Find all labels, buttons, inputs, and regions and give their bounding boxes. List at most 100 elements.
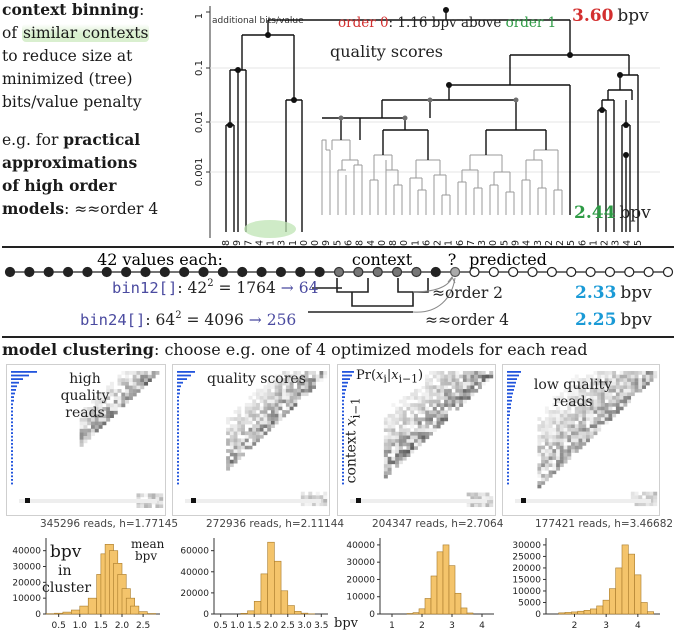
- hist-bar: [54, 612, 64, 615]
- leaf-label: 26: [343, 240, 354, 248]
- heatmap-1: [11, 371, 164, 508]
- panel1-label: high quality reads: [60, 371, 110, 421]
- panel3-label: Pr(xi|xi−1): [354, 368, 426, 386]
- histogram-2: 0.5 1.0 1.5 2.0 2.5 3.0 3.5 0 20000 40000 60000: [180, 538, 328, 631]
- order4-label: ≈≈order 4: [425, 311, 509, 329]
- hist-bar: [240, 613, 248, 615]
- marker-square: [521, 498, 526, 503]
- y-tick: 0: [369, 610, 375, 620]
- marker-square: [25, 498, 30, 503]
- leaf-label: 16: [455, 240, 466, 248]
- sequence-dot: [643, 266, 654, 278]
- sequence-dot: [4, 266, 16, 278]
- context-sequence: 42 values each: context ? predicted bin1…: [4, 250, 674, 330]
- histogram-3: 1 2 3 4 0 10000 20000 30000 40000: [346, 538, 494, 631]
- x-tick: 0.5: [52, 621, 66, 631]
- hist-bar: [442, 544, 450, 615]
- x-tick: 2: [572, 621, 578, 631]
- leaf-label: 21: [410, 240, 421, 248]
- hist-bar: [406, 613, 414, 615]
- leaf-label: 6: [421, 240, 432, 246]
- hist-bar: [418, 608, 426, 615]
- hist-bar: [564, 612, 572, 615]
- heatmap-3: [342, 371, 494, 508]
- hist-bar: [294, 611, 302, 615]
- hist-bar: [640, 602, 648, 615]
- leaf-label: 3: [277, 240, 288, 246]
- heatmap-panel-3: Pr(xi|xi−1) context xi−1: [337, 364, 496, 516]
- y-tick: 20000: [512, 564, 541, 574]
- hist-bar: [267, 541, 275, 615]
- leaf-label: 4: [254, 240, 265, 246]
- hist-bar: [436, 551, 444, 615]
- sequence-dot: [101, 266, 112, 278]
- leaf-label: 34: [622, 240, 633, 248]
- leaf-label: 39: [232, 240, 243, 248]
- hist-bar: [466, 612, 474, 615]
- y-tick: 40000: [346, 541, 375, 551]
- leaf-label: 14: [522, 240, 533, 248]
- y-tick: 25000: [512, 552, 541, 562]
- order2-bpv: 2.33 bpv: [575, 283, 652, 303]
- heatmap-panel-1: high quality reads: [6, 364, 166, 516]
- hist-bar: [79, 605, 89, 615]
- clustering-heading: model clustering: choose e.g. one of 4 o…: [2, 340, 588, 359]
- sequence-dot: [624, 266, 635, 278]
- values-label: 42 values each:: [97, 250, 223, 269]
- x-tick: 1.0: [73, 621, 88, 631]
- x-tick: 4: [479, 621, 485, 631]
- hist-bar: [596, 605, 604, 615]
- sequence-dot: [43, 266, 54, 278]
- sequence-dot: [82, 266, 93, 278]
- panel2-label: quality scores: [207, 371, 306, 387]
- y-tick: 30000: [12, 563, 41, 573]
- context-label: context: [352, 250, 413, 269]
- x-tick: 2.0: [264, 621, 279, 631]
- y-tick: 10000: [12, 594, 41, 604]
- x-tick: 1.5: [247, 621, 261, 631]
- sequence-dot: [391, 266, 403, 278]
- x-tick: 2.0: [115, 621, 130, 631]
- sequence-dot: [450, 266, 461, 278]
- sequence-dot: [508, 266, 519, 278]
- stat-1: 345296 reads, h=1.77145: [40, 518, 179, 530]
- heatmap-panel-4: low quality reads: [502, 364, 660, 516]
- leaf-label: 18: [388, 240, 399, 248]
- sequence-dot: [662, 266, 674, 278]
- sequence-dot: [372, 266, 383, 278]
- y-tick: 30000: [512, 541, 541, 551]
- hist-bar: [558, 612, 566, 615]
- order4-bpv: 2.25 bpv: [575, 310, 652, 330]
- leaf-label: 12: [433, 240, 444, 248]
- leaf-label: 5: [633, 240, 644, 246]
- x-tick: 3: [603, 621, 609, 631]
- leaf-label: 41: [266, 240, 277, 248]
- bpv-bottom: 2.44 bpv: [574, 203, 651, 223]
- sequence-dot: [275, 266, 287, 278]
- hist-bar: [130, 605, 140, 615]
- sequence-dot: [159, 266, 170, 278]
- hist-bar: [287, 605, 295, 615]
- leaf-label: 13: [533, 240, 544, 248]
- hist-bar: [577, 610, 585, 615]
- hist-bar: [260, 573, 268, 615]
- leaf-label: 9: [511, 240, 522, 246]
- y-tick: 0: [535, 610, 541, 620]
- order2-label: ≈order 2: [432, 284, 503, 302]
- hist-bar: [247, 610, 255, 615]
- order-note: order 0: 1.16 bpv above order 1: [338, 15, 556, 31]
- hist-bar: [448, 565, 456, 615]
- hist-bar: [609, 588, 616, 615]
- question-mark: ?: [448, 250, 457, 269]
- leaf-label: 30: [377, 240, 388, 248]
- y-tick: 40000: [180, 568, 209, 578]
- heatmap-2: [177, 371, 328, 507]
- x-tick: 2: [419, 621, 425, 631]
- leaf-label: 1: [288, 240, 299, 246]
- bin24-formula: bin24[]: 642 = 4096 → 256: [80, 310, 296, 329]
- leaf-label: 40: [310, 240, 321, 248]
- y-tick: 0: [203, 610, 209, 620]
- y-tick: 5000: [518, 598, 541, 608]
- fine-subtree: [321, 139, 563, 215]
- leaf-labels: 38 39 37 4 41 3 1 0 40 19 25 26 28 24 30 18 20 21 6 12 11 16 1…: [221, 240, 644, 248]
